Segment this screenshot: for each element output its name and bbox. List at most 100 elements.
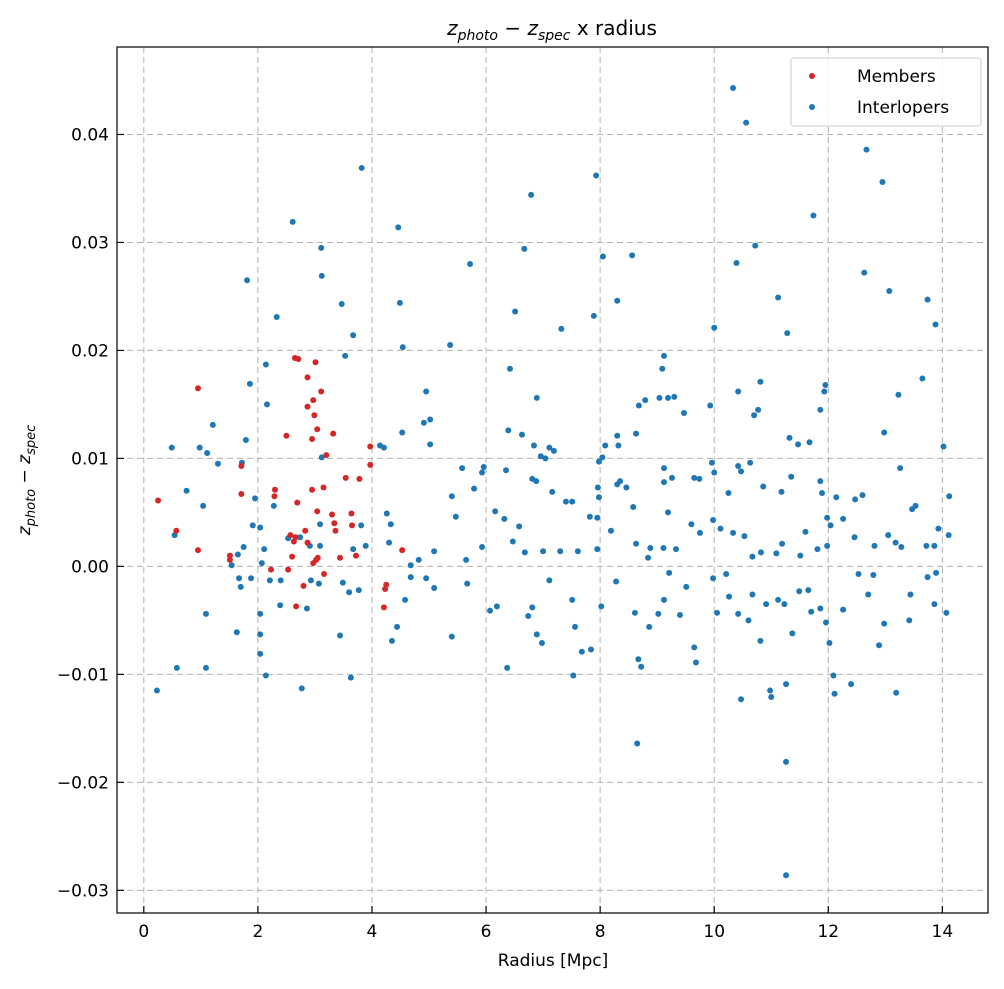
point-interlopers: [420, 419, 427, 426]
point-interlopers: [270, 502, 277, 509]
point-interlopers: [876, 642, 883, 649]
point-interlopers: [257, 631, 264, 638]
point-interlopers: [819, 489, 826, 496]
point-interlopers: [209, 421, 216, 428]
point-interlopers: [855, 570, 862, 577]
point-interlopers: [507, 365, 514, 372]
point-interlopers: [745, 617, 752, 624]
point-interlopers: [307, 577, 314, 584]
point-interlopers: [342, 352, 349, 359]
point-interlopers: [355, 587, 362, 594]
point-interlopers: [747, 459, 754, 466]
point-members: [268, 566, 275, 573]
point-members: [399, 547, 406, 554]
point-interlopers: [775, 294, 782, 301]
point-members: [290, 538, 297, 545]
point-interlopers: [830, 672, 837, 679]
point-interlopers: [897, 465, 904, 472]
point-interlopers: [861, 269, 868, 276]
point-interlopers: [806, 439, 813, 446]
point-interlopers: [289, 218, 296, 225]
point-interlopers: [817, 406, 824, 413]
point-interlopers: [614, 481, 621, 488]
point-members: [194, 385, 201, 392]
point-interlopers: [661, 479, 668, 486]
point-interlopers: [202, 610, 209, 617]
point-members: [283, 432, 290, 439]
point-interlopers: [802, 528, 809, 535]
point-interlopers: [906, 617, 913, 624]
point-interlopers: [783, 872, 790, 879]
point-members: [309, 486, 316, 493]
point-interlopers: [493, 603, 500, 610]
point-interlopers: [783, 758, 790, 765]
point-members: [271, 493, 278, 500]
point-interlopers: [788, 473, 795, 480]
point-interlopers: [932, 321, 939, 328]
point-interlopers: [735, 610, 742, 617]
point-interlopers: [447, 342, 454, 349]
point-interlopers: [257, 524, 264, 531]
point-interlopers: [893, 689, 900, 696]
point-interlopers: [659, 365, 666, 372]
point-interlopers: [399, 429, 406, 436]
point-interlopers: [638, 663, 645, 670]
point-members: [310, 397, 317, 404]
point-interlopers: [688, 521, 695, 528]
point-interlopers: [707, 402, 714, 409]
y-tick-label: −0.01: [57, 665, 109, 685]
point-interlopers: [248, 575, 255, 582]
point-interlopers: [266, 577, 273, 584]
point-interlopers: [262, 361, 269, 368]
point-interlopers: [546, 444, 553, 451]
point-interlopers: [303, 605, 310, 612]
point-interlopers: [881, 429, 888, 436]
point-interlopers: [824, 514, 831, 521]
point-interlopers: [202, 664, 209, 671]
point-interlopers: [808, 608, 815, 615]
x-tick-label: 12: [817, 922, 839, 942]
point-interlopers: [380, 444, 387, 451]
point-interlopers: [735, 462, 742, 469]
point-interlopers: [394, 623, 401, 630]
x-tick-label: 14: [932, 922, 954, 942]
point-interlopers: [318, 272, 325, 279]
point-interlopers: [595, 458, 602, 465]
point-interlopers: [708, 459, 715, 466]
point-members: [309, 435, 316, 442]
point-interlopers: [895, 391, 902, 398]
point-interlopers: [546, 577, 553, 584]
point-interlopers: [730, 529, 737, 536]
point-interlopers: [537, 453, 544, 460]
point-interlopers: [817, 605, 824, 612]
point-interlopers: [711, 324, 718, 331]
point-interlopers: [480, 464, 487, 471]
point-interlopers: [396, 299, 403, 306]
point-interlopers: [870, 572, 877, 579]
point-interlopers: [647, 545, 654, 552]
x-axis-label: Radius [Mpc]: [498, 951, 608, 971]
point-interlopers: [542, 455, 549, 462]
point-interlopers: [402, 596, 409, 603]
point-interlopers: [277, 577, 284, 584]
point-interlopers: [399, 344, 406, 351]
point-interlopers: [350, 332, 357, 339]
point-interlopers: [757, 378, 764, 385]
point-interlopers: [298, 685, 305, 692]
point-interlopers: [665, 394, 672, 401]
point-interlopers: [810, 212, 817, 219]
point-interlopers: [204, 450, 211, 457]
point-interlopers: [521, 549, 528, 556]
legend-label-members: Members: [857, 67, 936, 87]
point-members: [304, 374, 311, 381]
point-interlopers: [645, 554, 652, 561]
point-interlopers: [196, 444, 203, 451]
point-interlopers: [933, 569, 940, 576]
point-interlopers: [569, 498, 576, 505]
point-interlopers: [738, 468, 745, 475]
point-interlopers: [821, 388, 828, 395]
point-interlopers: [848, 681, 855, 688]
point-interlopers: [602, 442, 609, 449]
point-interlopers: [503, 467, 510, 474]
point-interlopers: [168, 444, 175, 451]
